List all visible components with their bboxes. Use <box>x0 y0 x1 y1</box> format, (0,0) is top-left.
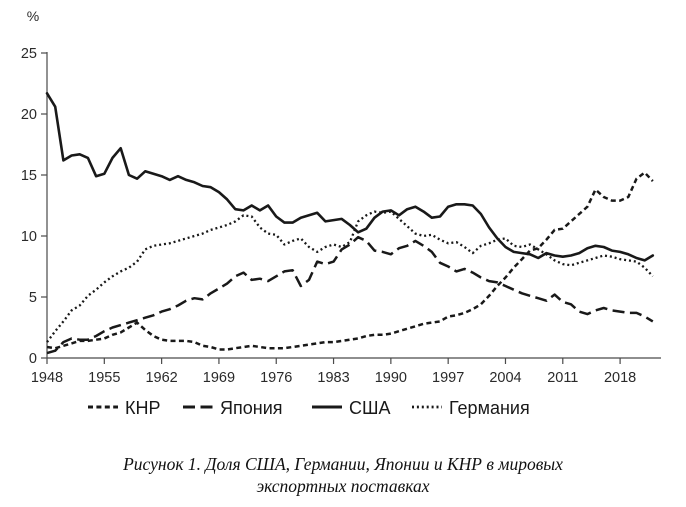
y-axis-unit-label: % <box>27 8 39 24</box>
legend-label-knr: КНР <box>125 398 161 418</box>
x-tick-label: 2018 <box>604 370 636 386</box>
x-tick-label: 1948 <box>31 370 63 386</box>
x-tick-label: 1983 <box>317 370 349 386</box>
caption-line-1: Рисунок 1. Доля США, Германии, Японии и … <box>123 454 563 474</box>
figure-caption: Рисунок 1. Доля США, Германии, Японии и … <box>0 453 686 498</box>
x-tick-label: 1969 <box>203 370 235 386</box>
y-tick-label: 5 <box>29 290 37 306</box>
legend-label-germany: Германия <box>449 398 530 418</box>
series-line-knr <box>46 171 654 351</box>
y-tick-label: 0 <box>29 351 37 367</box>
x-tick-label: 1955 <box>88 370 120 386</box>
caption-line-2: экспортных поставках <box>256 476 430 497</box>
x-tick-label: 1976 <box>260 370 292 386</box>
x-tick-label: 1997 <box>432 370 464 386</box>
x-tick-label: 2004 <box>489 370 521 386</box>
legend-label-japan: Япония <box>220 398 283 418</box>
series-line-usa <box>45 92 655 262</box>
series-line-japan <box>46 235 654 355</box>
y-tick-label: 10 <box>21 229 37 245</box>
x-tick-label: 2011 <box>547 370 578 386</box>
y-tick-label: 20 <box>21 107 37 123</box>
line-chart: 0 5 10 15 20 25% 1948 1955 1962 1969 1976 1983 1990 1… <box>21 8 661 418</box>
y-tick-label: 15 <box>21 168 37 184</box>
legend-label-usa: США <box>349 398 391 418</box>
x-tick-label: 1962 <box>145 370 177 386</box>
x-tick-label: 1990 <box>375 370 407 386</box>
y-tick-label: 25 <box>21 46 37 62</box>
